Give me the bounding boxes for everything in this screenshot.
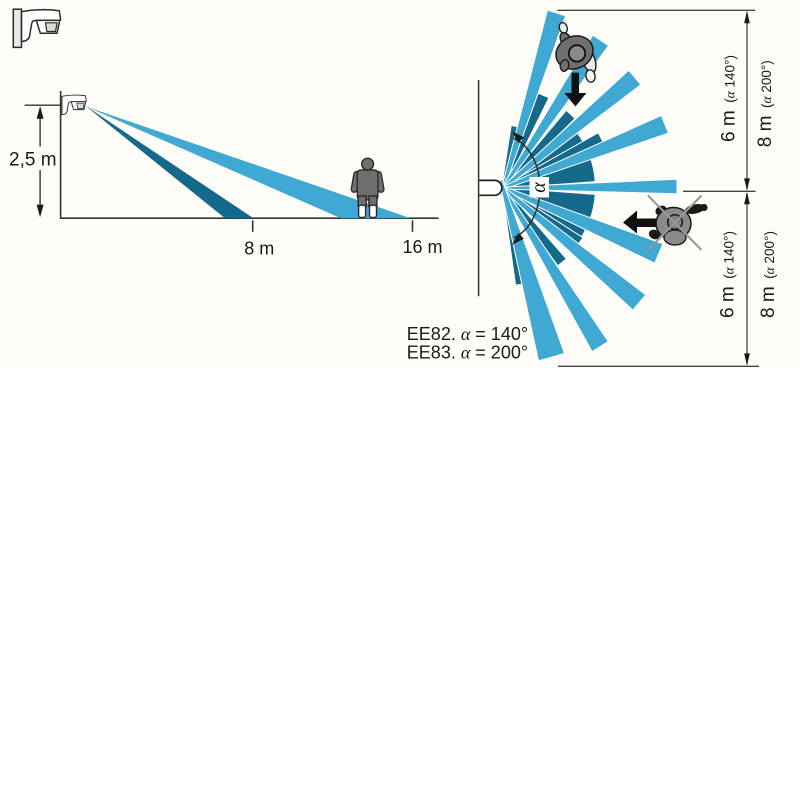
svg-text:8 m (α 200°): 8 m (α 200°) (755, 60, 776, 147)
svg-text:2,5 m: 2,5 m (9, 149, 57, 170)
svg-text:16 m: 16 m (402, 237, 442, 257)
svg-text:8 m: 8 m (244, 238, 274, 258)
svg-text:EE83. α = 200°: EE83. α = 200° (407, 343, 528, 363)
svg-text:α: α (528, 182, 550, 193)
svg-text:6 m (α 140°): 6 m (α 140°) (719, 55, 740, 142)
svg-text:8 m (α 200°): 8 m (α 200°) (758, 231, 779, 318)
svg-text:EE82. α = 140°: EE82. α = 140° (407, 324, 528, 344)
svg-text:6 m (α 140°): 6 m (α 140°) (718, 231, 739, 318)
